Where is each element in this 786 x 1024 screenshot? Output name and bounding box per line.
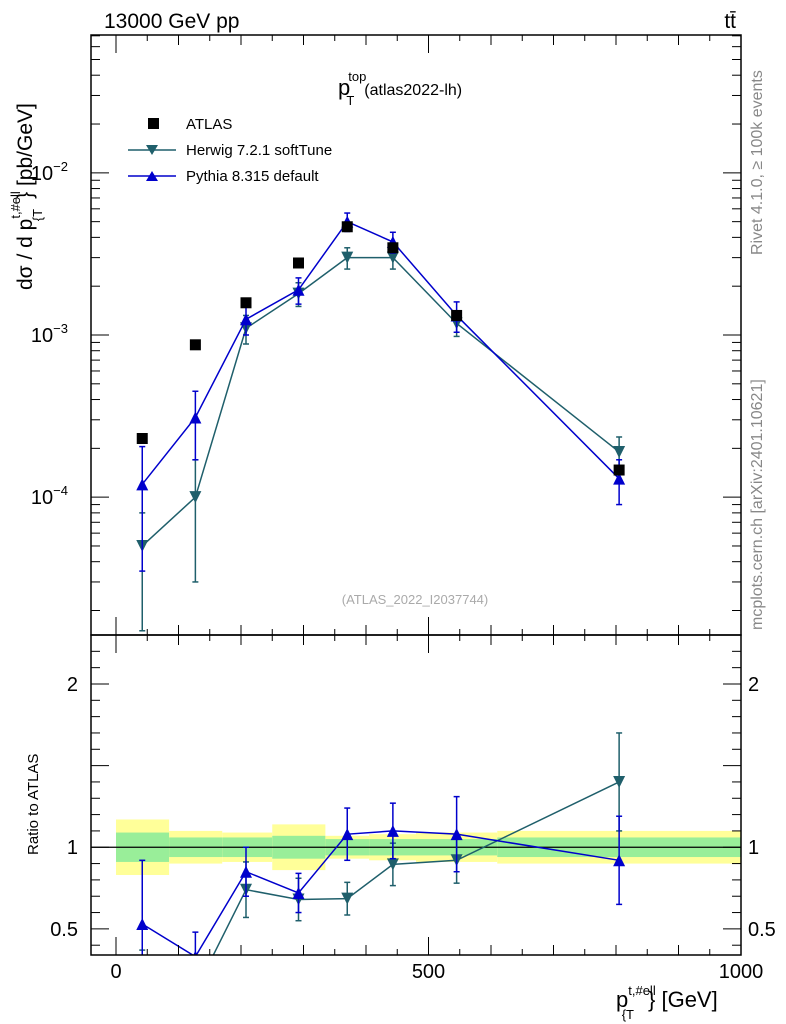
atlas-point: [613, 464, 625, 476]
ratio-y-tick-label-right: 1: [748, 837, 759, 859]
pythia-line: [141, 220, 620, 485]
pythia-point: [136, 478, 149, 491]
legend: ATLAS Herwig 7.2.1 softTune Pythia 8.315…: [128, 116, 332, 185]
y-axis-title: dσ / d pt,#ell {T} [pb/GeV]: [8, 103, 45, 290]
ratio-y-tick-label-right: 0.5: [748, 919, 776, 941]
ratio-frame: [90, 634, 742, 956]
pythia-ratio-line: [141, 830, 620, 955]
atlas-point: [293, 257, 304, 269]
ratio-bands: [91, 819, 741, 875]
main-series: [136, 212, 626, 632]
pythia-point: [189, 411, 202, 424]
herwig-line: [141, 256, 620, 547]
atlas-point: [136, 433, 148, 445]
herwig-point: [386, 251, 399, 264]
legend-marker-pythia: [146, 171, 158, 181]
rivet-label: Rivet 4.1.0, ≥ 100k events: [749, 70, 766, 255]
process-label: tt̄: [724, 10, 736, 33]
herwig-ratio-point: [386, 858, 399, 871]
pythia-ratio-point: [136, 917, 149, 930]
pythia-point: [613, 472, 626, 485]
herwig-ratio-point: [189, 985, 201, 997]
atlas-point: [387, 242, 399, 254]
y-tick-label: 10−4: [31, 483, 68, 509]
pythia-ratio-point: [240, 865, 252, 878]
atlas-point: [451, 309, 463, 321]
herwig-ratio-line: [212, 781, 620, 955]
herwig-ratio-point: [613, 775, 626, 788]
energy-label: 13000 GeV pp: [104, 10, 239, 33]
pythia-ratio-point: [341, 828, 354, 841]
legend-marker-atlas: [148, 118, 159, 129]
legend-marker-herwig: [146, 145, 158, 155]
pythia-ratio-point: [450, 828, 463, 841]
atlas-point: [189, 339, 201, 351]
x-tick-label: 1000: [719, 961, 764, 983]
pythia-ratio-point: [292, 886, 305, 899]
pythia-ratio-point: [613, 854, 626, 867]
herwig-point: [341, 251, 354, 264]
axes: 10−4 10−3 10−2 0 500 1000 0.5 0.5 1 1 2 2: [31, 34, 776, 983]
x-tick-label: 0: [110, 961, 121, 983]
plot-title: ptop T(atlas2022-lh): [338, 69, 462, 108]
x-tick-label: 500: [412, 961, 445, 983]
pythia-point: [240, 313, 252, 326]
ratio-y-axis-title: Ratio to ATLAS: [25, 754, 42, 855]
ratio-series: [136, 732, 626, 997]
mcplots-label: mcplots.cern.ch [arXiv:2401.10621]: [749, 379, 766, 630]
atlas-point: [341, 221, 353, 233]
legend-label-pythia: Pythia 8.315 default: [186, 168, 319, 185]
ratio-y-tick-label-left: 2: [67, 674, 78, 696]
analysis-watermark: (ATLAS_2022_I2037744): [342, 592, 488, 607]
y-tick-label: 10−2: [31, 159, 68, 185]
pythia-point: [292, 283, 305, 296]
ratio-y-tick-label-left: 0.5: [50, 919, 78, 941]
y-tick-label: 10−3: [31, 321, 68, 347]
legend-label-atlas: ATLAS: [186, 116, 232, 133]
herwig-point: [613, 445, 626, 458]
herwig-point: [189, 491, 202, 504]
atlas-point: [240, 297, 252, 309]
ratio-y-tick-label-right: 2: [748, 674, 759, 696]
pythia-ratio-point: [193, 950, 198, 955]
herwig-ratio-point: [341, 892, 354, 905]
herwig-ratio-point: [136, 969, 148, 981]
ratio-clipped-group: [136, 732, 626, 997]
legend-label-herwig: Herwig 7.2.1 softTune: [186, 142, 332, 159]
pythia-ratio-point: [386, 824, 399, 837]
ratio-y-tick-label-left: 1: [67, 837, 78, 859]
x-axis-title: pt,#ell {T} [GeV]: [616, 983, 718, 1022]
